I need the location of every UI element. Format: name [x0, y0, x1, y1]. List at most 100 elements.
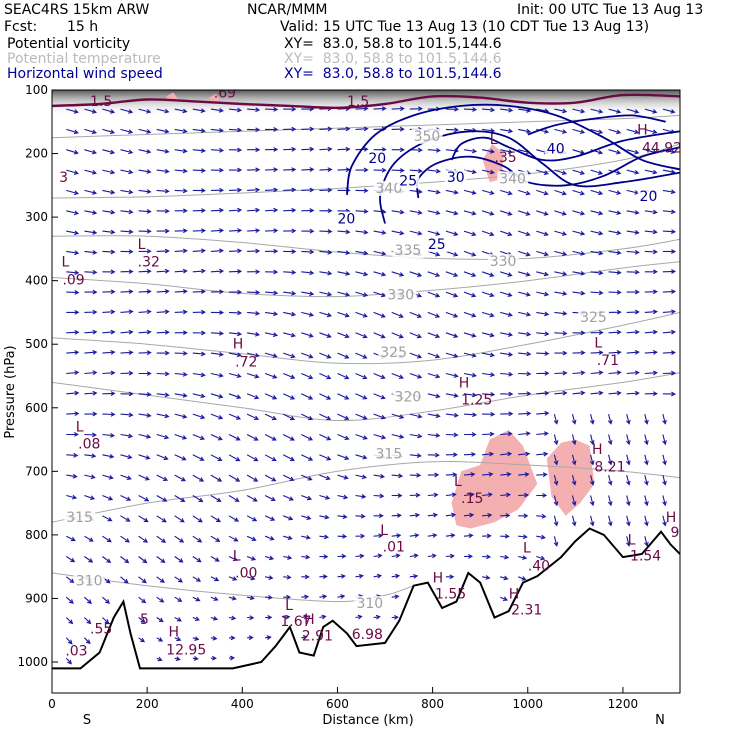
- wind-vector: [246, 495, 258, 502]
- wind-vector: [138, 189, 152, 194]
- wind-vector: [283, 167, 297, 172]
- wind-vector: [482, 372, 496, 378]
- wind-vector: [84, 453, 97, 459]
- wind-vector: [283, 106, 297, 112]
- wind-vector: [246, 352, 260, 358]
- wind-vector: [264, 434, 277, 441]
- wind-vector: [662, 474, 667, 486]
- wind-vector: [662, 350, 676, 355]
- contour-label: 1.67: [280, 614, 311, 630]
- wind-vector: [66, 250, 80, 256]
- wind-vector: [265, 635, 272, 640]
- wind-vector: [391, 126, 405, 132]
- wind-vector: [210, 127, 224, 133]
- wind-vector: [355, 513, 366, 519]
- wind-vector: [301, 614, 309, 620]
- wind-vector: [607, 413, 613, 425]
- wind-vector: [536, 431, 549, 436]
- wind-vector: [373, 167, 387, 173]
- wind-vector: [283, 207, 297, 213]
- wind-vector: [626, 128, 640, 135]
- wind-vector: [102, 309, 116, 315]
- wind-vector: [391, 209, 405, 215]
- wind-vector: [355, 372, 368, 380]
- wind-vector: [445, 332, 459, 338]
- wind-vector: [66, 310, 80, 315]
- y-tick-label: 900: [25, 591, 48, 605]
- wind-vector: [192, 535, 203, 543]
- theta-contour-315: [52, 461, 680, 523]
- contour-label: .32: [138, 255, 160, 271]
- wind-vector: [590, 210, 604, 216]
- wind-vector: [355, 573, 364, 579]
- pv-shaded-regions: [166, 92, 595, 529]
- wind-vector: [571, 413, 577, 425]
- wind-vector: [120, 556, 130, 564]
- label-backdrop: [487, 254, 519, 270]
- wind-vector: [608, 189, 622, 195]
- wind-vector: [554, 128, 568, 134]
- wind-vector: [463, 148, 478, 154]
- wind-vector: [283, 594, 292, 600]
- wind-vector: [246, 515, 258, 522]
- wind-vector: [319, 146, 333, 152]
- wind-vector: [481, 311, 495, 318]
- wind-vector: [247, 147, 261, 153]
- wind-vector: [301, 311, 315, 317]
- wind-vector: [536, 311, 550, 317]
- wind-vector: [319, 413, 332, 421]
- label-backdrop: [354, 595, 386, 611]
- wind-vector: [391, 553, 401, 559]
- wind-vector: [608, 210, 622, 216]
- wind-vector: [192, 168, 206, 173]
- wind-vector: [427, 492, 439, 498]
- wind-vector: [445, 106, 460, 112]
- wind-vector: [536, 513, 547, 519]
- wind-vector: [409, 311, 422, 318]
- contour-label: 1.5: [347, 94, 369, 110]
- wind-vector: [120, 370, 134, 376]
- wind-vector: [391, 513, 402, 518]
- wind-vector: [337, 372, 350, 380]
- wind-vector: [355, 413, 368, 420]
- wind-vector: [319, 270, 333, 276]
- contour-label: 44.92: [642, 140, 682, 156]
- wind-vector: [174, 656, 181, 662]
- wind-vector: [644, 309, 658, 315]
- forecast-label: Fcst:: [4, 19, 38, 35]
- wind-vector: [156, 535, 167, 543]
- wind-vector: [264, 535, 275, 541]
- wind-vector: [626, 370, 640, 376]
- wind-vector: [84, 249, 98, 255]
- wind-vector: [445, 250, 459, 257]
- wind-vector: [247, 310, 261, 316]
- wind-vector: [481, 189, 495, 196]
- wind-vector: [355, 126, 369, 132]
- contour-label: 20: [368, 151, 386, 167]
- wind-vector: [409, 332, 422, 339]
- wind-vector: [84, 149, 98, 155]
- wind-vector: [156, 454, 169, 461]
- pv-shaded-region: [209, 93, 221, 103]
- wind-vector: [210, 556, 220, 562]
- wind-vector: [644, 269, 658, 275]
- wind-vector: [174, 474, 187, 482]
- wind-vector: [192, 248, 206, 254]
- wind-vector: [156, 208, 170, 214]
- wind-vector: [264, 352, 278, 358]
- wind-vector: [391, 615, 399, 620]
- contour-label: H: [233, 337, 244, 353]
- wind-vector: [102, 617, 110, 624]
- wind-vector: [427, 472, 440, 478]
- wind-vector: [319, 372, 332, 380]
- wind-vector: [84, 370, 98, 376]
- label-backdrop: [544, 141, 567, 157]
- wind-vector: [626, 390, 640, 396]
- contour-label: H: [169, 625, 180, 641]
- wind-vector: [138, 128, 152, 134]
- wind-vector: [571, 474, 577, 486]
- contour-label: 310: [76, 574, 103, 590]
- wind-vector: [228, 352, 242, 358]
- wind-vector: [355, 188, 369, 193]
